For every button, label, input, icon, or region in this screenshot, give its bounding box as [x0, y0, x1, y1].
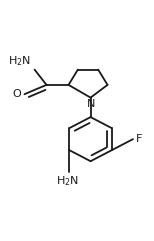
Text: O: O — [12, 89, 21, 99]
Text: N: N — [86, 99, 95, 109]
Text: H$_2$N: H$_2$N — [56, 174, 79, 188]
Text: H$_2$N: H$_2$N — [8, 54, 31, 68]
Text: F: F — [136, 134, 142, 144]
